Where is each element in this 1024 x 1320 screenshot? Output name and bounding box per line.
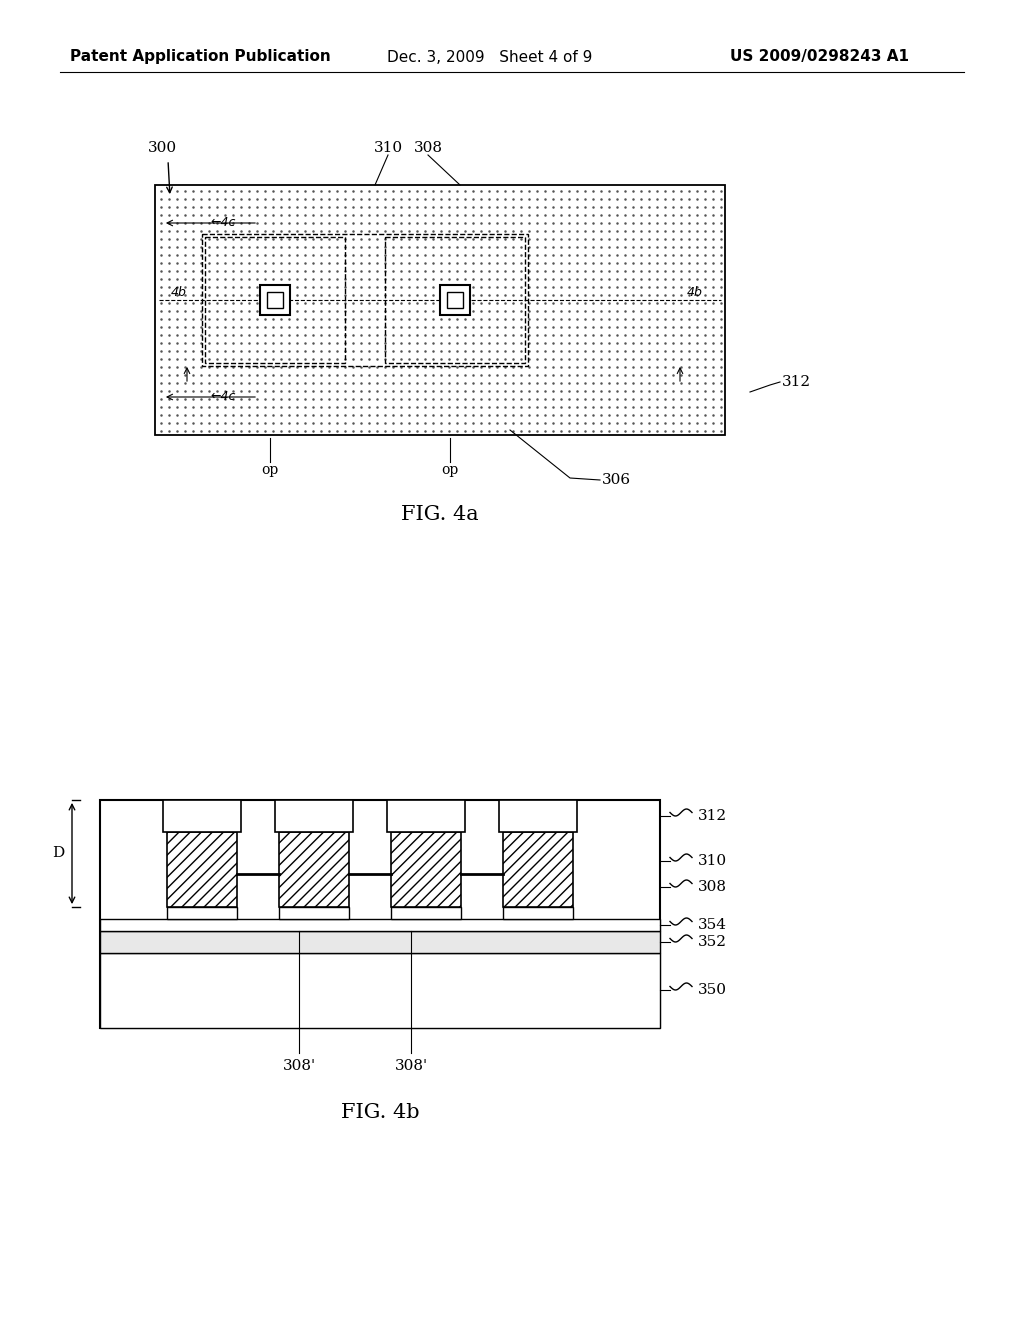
- Bar: [499, 800, 577, 832]
- Bar: [100, 931, 660, 953]
- Text: FIG. 4b: FIG. 4b: [341, 1104, 419, 1122]
- Bar: [391, 832, 461, 907]
- Bar: [387, 800, 465, 832]
- Bar: [279, 907, 349, 919]
- Text: FIG. 4a: FIG. 4a: [401, 506, 479, 524]
- Bar: [100, 953, 660, 1028]
- Bar: [391, 907, 461, 919]
- Text: Patent Application Publication: Patent Application Publication: [70, 49, 331, 65]
- Bar: [385, 238, 525, 363]
- Bar: [503, 907, 573, 919]
- Bar: [279, 832, 349, 907]
- Text: op: op: [261, 463, 279, 477]
- Bar: [100, 800, 660, 1028]
- Bar: [155, 185, 725, 436]
- Bar: [275, 800, 353, 832]
- Text: 306: 306: [602, 473, 631, 487]
- Text: 352: 352: [698, 935, 727, 949]
- Text: 308: 308: [698, 880, 727, 894]
- Text: 354: 354: [698, 917, 727, 932]
- Text: D: D: [52, 846, 63, 861]
- Text: 4b: 4b: [171, 285, 186, 298]
- Text: US 2009/0298243 A1: US 2009/0298243 A1: [730, 49, 909, 65]
- Text: 308: 308: [414, 141, 442, 154]
- Text: 308': 308': [394, 1059, 428, 1073]
- Text: op: op: [441, 463, 459, 477]
- Text: 312: 312: [698, 809, 727, 822]
- Text: 308': 308': [283, 1059, 315, 1073]
- Bar: [167, 907, 237, 919]
- Text: 310: 310: [374, 141, 402, 154]
- Bar: [267, 292, 283, 308]
- Bar: [205, 238, 345, 363]
- Bar: [447, 292, 463, 308]
- Text: Dec. 3, 2009   Sheet 4 of 9: Dec. 3, 2009 Sheet 4 of 9: [387, 49, 593, 65]
- Text: 4b: 4b: [687, 285, 703, 298]
- Bar: [100, 919, 660, 931]
- Bar: [260, 285, 290, 315]
- Bar: [440, 285, 470, 315]
- Text: ←4c: ←4c: [210, 215, 236, 228]
- Text: 312: 312: [782, 375, 811, 389]
- Text: ←4c: ←4c: [210, 389, 236, 403]
- Bar: [202, 234, 528, 366]
- Text: 300: 300: [148, 141, 177, 154]
- Bar: [503, 832, 573, 907]
- Text: 350: 350: [698, 983, 727, 997]
- Text: 310: 310: [698, 854, 727, 869]
- Bar: [163, 800, 241, 832]
- Bar: [167, 832, 237, 907]
